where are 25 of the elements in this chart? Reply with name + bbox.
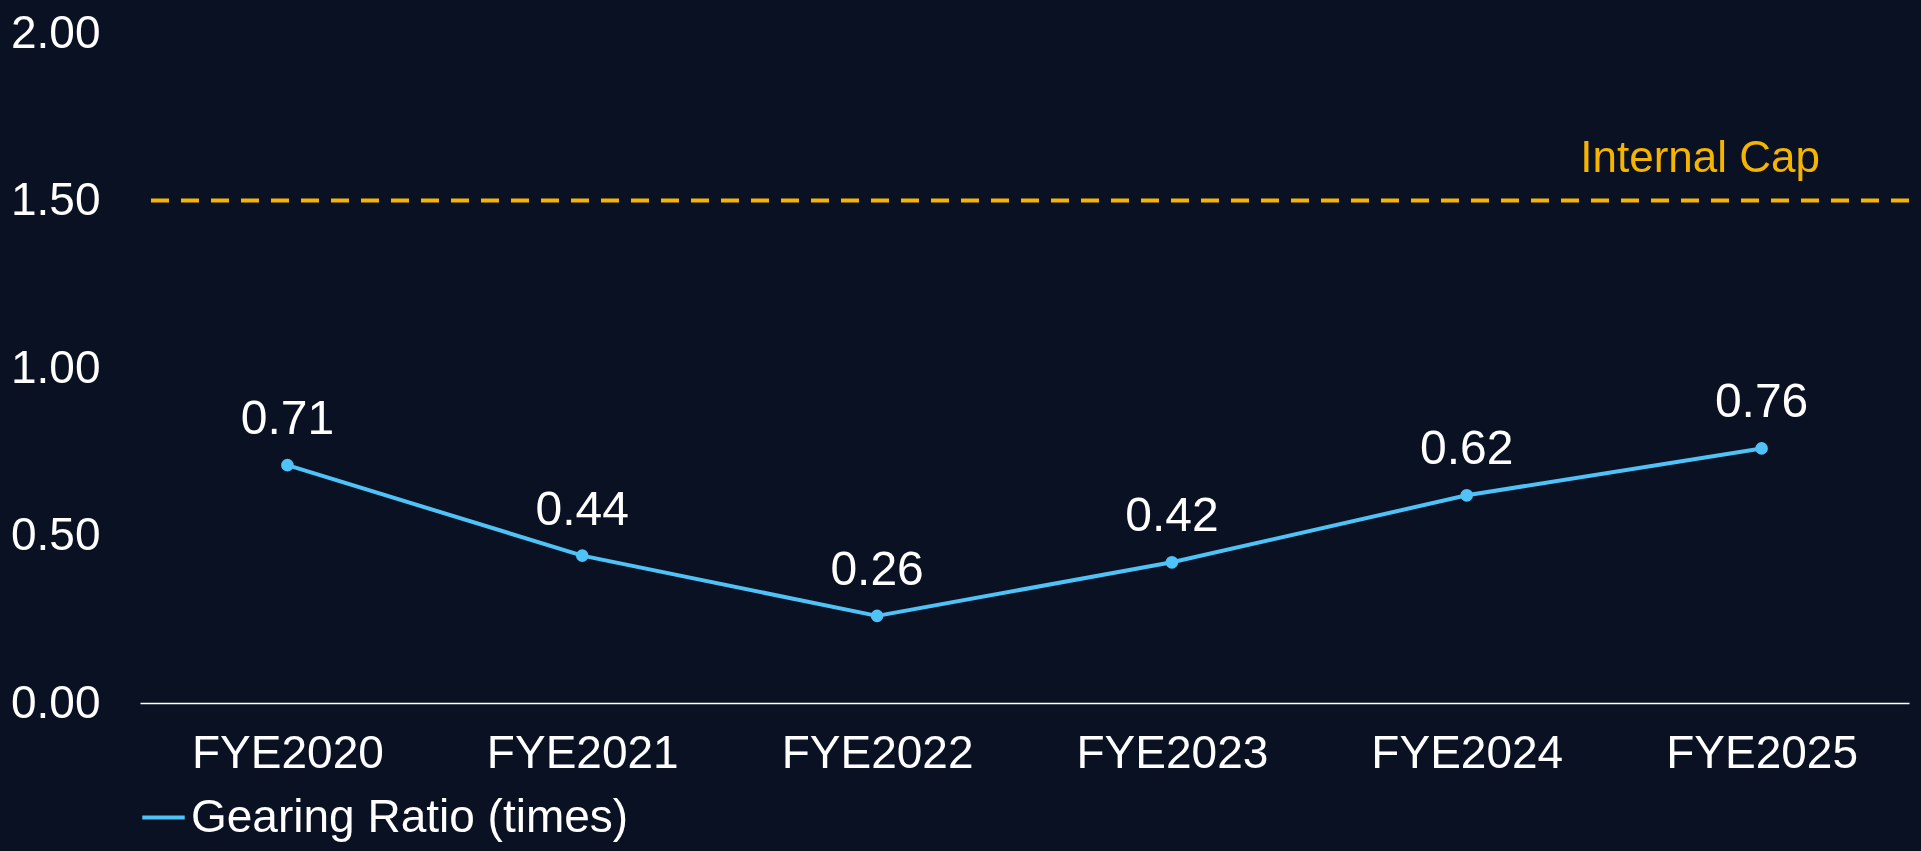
x-tick-label: FYE2020 <box>192 725 384 778</box>
data-label: 0.71 <box>240 391 335 445</box>
ref-line-label: Internal Cap <box>1580 131 1820 181</box>
y-tick-label: 0.50 <box>10 508 101 560</box>
x-tick-label: FYE2024 <box>1371 725 1564 778</box>
x-tick-label: FYE2021 <box>486 725 679 778</box>
point <box>281 458 294 472</box>
x-tick-label: FYE2025 <box>1666 725 1858 778</box>
data-label: 0.76 <box>1714 374 1809 428</box>
point <box>870 609 884 623</box>
point <box>1460 488 1474 502</box>
y-tick-label: 1.50 <box>10 173 101 225</box>
x-tick-label: FYE2023 <box>1076 725 1269 778</box>
data-label: 0.44 <box>535 481 629 535</box>
legend-label: Gearing Ratio (times) <box>191 789 629 842</box>
y-tick-label: 1.00 <box>10 340 101 393</box>
point <box>1165 555 1179 569</box>
point <box>1755 442 1768 455</box>
data-label: 0.42 <box>1125 488 1219 542</box>
data-label: 0.62 <box>1420 421 1514 475</box>
y-tick-label: 0.00 <box>10 675 101 728</box>
point <box>575 549 589 562</box>
data-label: 0.26 <box>830 541 924 595</box>
x-tick-label: FYE2022 <box>781 725 974 778</box>
y-tick-label: 2.00 <box>10 5 101 58</box>
